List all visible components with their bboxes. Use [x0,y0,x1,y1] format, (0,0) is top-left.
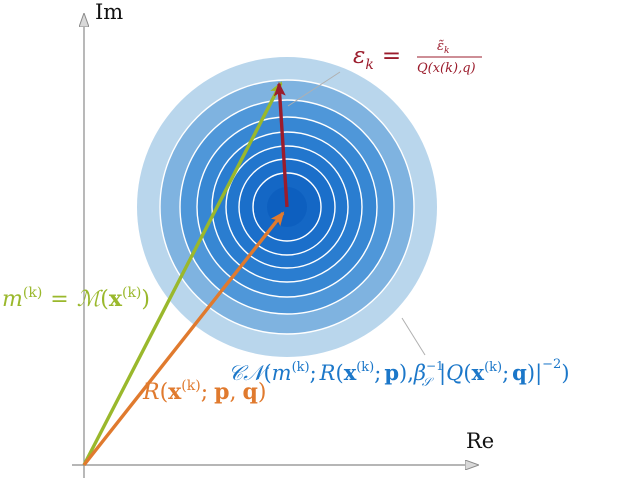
error-leader-line [287,71,341,107]
svg-text:R(x(k);p,q): R(x(k); p, q) [142,378,267,405]
disk-contours [159,79,415,335]
svg-text:ε̃k: ε̃k [437,39,449,56]
svg-text:𝒞𝒩(m(k);R(x(k);p),β−1𝒮|Q(x(: 𝒞𝒩(m(k); R(x(k); p),β−1 𝒮 |Q(x(k); q)|−2) [228,357,570,389]
error-label: εk = ε̃k Q(x(k),q) [353,39,482,76]
model-label: m(k) = ℳ(x(k)) [2,285,150,312]
y-axis-label: Im [95,0,123,24]
residual-label: R(x(k); p, q) [142,378,267,405]
svg-text:m(k)=ℳ(x(k)): m(k) = ℳ(x(k)) [2,285,150,312]
model-vector-arrow [82,81,283,466]
residual-vector-arrow [82,211,285,467]
x-axis-label: Re [466,429,494,453]
error-vector-arrow [273,82,289,208]
distribution-leader-line [401,317,426,356]
svg-text:Q(x(k),q): Q(x(k),q) [417,61,476,76]
distribution-label: 𝒞𝒩(m(k); R(x(k); p),β−1 𝒮 |Q(x(k); q)|−2) [228,357,570,389]
svg-text:εk=: εk = [353,43,401,73]
